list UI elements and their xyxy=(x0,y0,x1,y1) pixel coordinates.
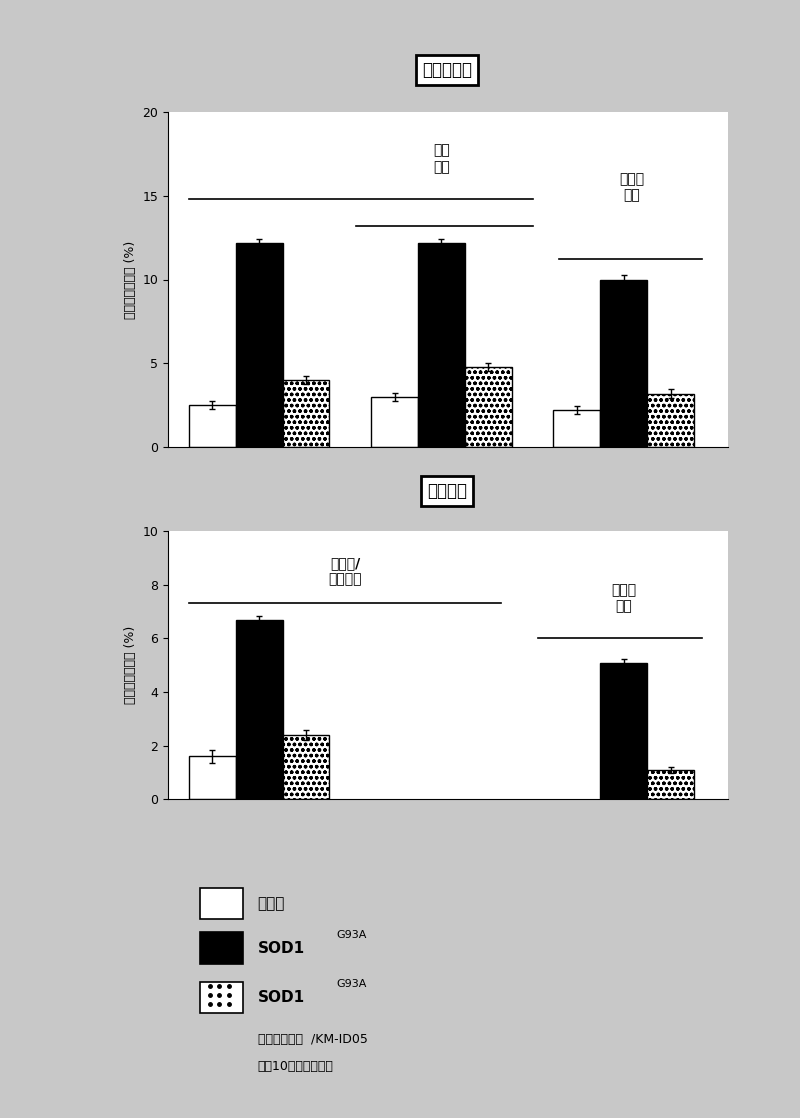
Text: 微管靶调节剂  /KM-ID05: 微管靶调节剂 /KM-ID05 xyxy=(258,1033,367,1046)
Text: SOD1: SOD1 xyxy=(258,940,305,956)
FancyBboxPatch shape xyxy=(200,982,243,1013)
Bar xyxy=(465,367,512,447)
Bar xyxy=(236,243,282,447)
Text: 野生型: 野生型 xyxy=(258,896,285,911)
Text: SOD1: SOD1 xyxy=(258,989,305,1005)
Bar xyxy=(647,394,694,447)
Text: G93A: G93A xyxy=(337,979,367,988)
Y-axis label: 新微管蛋白分数 (%): 新微管蛋白分数 (%) xyxy=(124,626,137,704)
Text: 脊篮：腰区: 脊篮：腰区 xyxy=(422,60,472,79)
FancyBboxPatch shape xyxy=(200,888,243,919)
Text: （在10周时的实鉴）: （在10周时的实鉴） xyxy=(258,1060,334,1073)
Text: 轴突柄
微管: 轴突柄 微管 xyxy=(611,582,636,614)
Bar xyxy=(189,757,236,799)
Bar xyxy=(554,410,600,447)
Bar xyxy=(418,243,465,447)
Bar xyxy=(282,735,330,799)
Bar xyxy=(647,770,694,799)
Y-axis label: 新微管蛋白分数 (%): 新微管蛋白分数 (%) xyxy=(124,240,137,319)
Text: 生长锥/
轴突微管: 生长锥/ 轴突微管 xyxy=(328,556,362,587)
Text: 坐骨神经: 坐骨神经 xyxy=(426,482,466,500)
Bar xyxy=(189,406,236,447)
Text: G93A: G93A xyxy=(337,930,367,939)
Bar xyxy=(600,280,647,447)
FancyBboxPatch shape xyxy=(200,932,243,964)
Text: 树突
微管: 树突 微管 xyxy=(433,143,450,174)
Bar xyxy=(236,619,282,799)
Bar xyxy=(371,397,418,447)
Bar xyxy=(600,663,647,799)
Bar xyxy=(282,380,330,447)
Text: 轴突柄
微管: 轴突柄 微管 xyxy=(619,172,644,202)
